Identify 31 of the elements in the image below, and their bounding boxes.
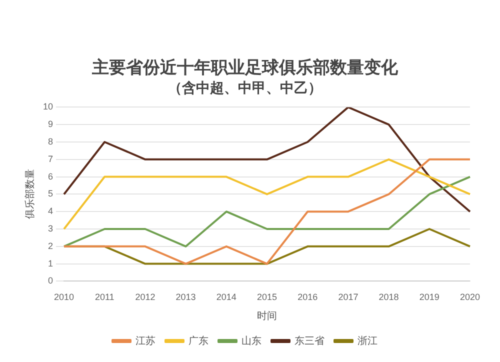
x-tick-label: 2018 <box>378 292 399 302</box>
x-tick-label: 2013 <box>176 292 196 302</box>
x-tick-label: 2012 <box>135 292 156 302</box>
y-tick-label: 8 <box>48 136 54 146</box>
x-axis-title: 时间 <box>257 310 278 322</box>
x-tick-label: 2020 <box>460 292 480 302</box>
legend-label: 浙江 <box>358 334 378 347</box>
y-tick-label: 3 <box>48 223 54 234</box>
y-tick-label: 9 <box>48 119 54 130</box>
y-tick-label: 0 <box>48 276 54 286</box>
y-tick-label: 6 <box>48 171 54 182</box>
legend-label: 山东 <box>242 334 262 347</box>
x-tick-label: 2015 <box>256 292 278 302</box>
chart-subtitle: （含中超、中甲、中乙） <box>168 80 322 96</box>
x-tick-label: 2010 <box>54 292 74 302</box>
legend-label: 江苏 <box>136 334 156 347</box>
x-tick-label: 2011 <box>94 292 114 302</box>
y-tick-label: 7 <box>48 154 54 164</box>
x-tick-label: 2016 <box>298 292 318 302</box>
y-tick-label: 1 <box>48 258 54 268</box>
y-tick-label: 10 <box>42 102 54 112</box>
x-tick-label: 2014 <box>216 292 236 302</box>
legend-label: 广东 <box>188 334 208 347</box>
y-tick-label: 2 <box>48 240 54 251</box>
y-axis-title: 俱乐部数量 <box>24 169 36 220</box>
x-tick-label: 2019 <box>419 292 440 302</box>
chart-title: 主要省份近十年职业足球俱乐部数量变化 <box>91 58 399 77</box>
y-tick-label: 4 <box>48 206 54 216</box>
legend-label: 东三省 <box>294 334 324 347</box>
x-tick-label: 2017 <box>338 292 358 302</box>
y-tick-label: 5 <box>48 188 54 199</box>
